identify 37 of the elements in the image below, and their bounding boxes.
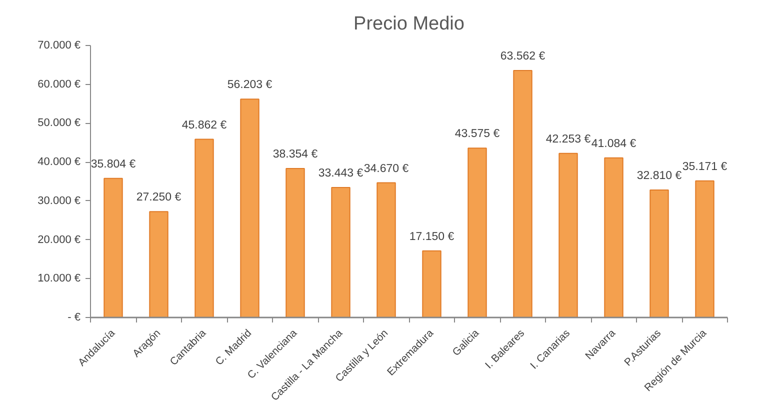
bar	[558, 152, 578, 318]
data-label: 27.250 €	[136, 192, 182, 204]
y-tick-label: 30.000 €	[38, 194, 81, 207]
data-label: 38.354 €	[272, 148, 318, 160]
data-label: 17.150 €	[409, 230, 455, 243]
y-tick-label: 20.000 €	[38, 234, 81, 246]
data-label: 43.575 €	[454, 128, 500, 140]
y-tick-label: 70.000 €	[38, 40, 81, 52]
data-label: 34.670 €	[364, 162, 410, 175]
bar	[149, 211, 168, 318]
bar	[695, 180, 714, 318]
bar	[240, 98, 260, 318]
y-tick-label: - €	[68, 312, 81, 324]
y-tick-label: 50.000 €	[38, 117, 81, 130]
bar	[513, 70, 532, 318]
data-label: 35.171 €	[682, 160, 728, 173]
bar	[422, 250, 442, 318]
data-label: 32.810 €	[636, 170, 682, 182]
bar	[376, 182, 396, 318]
data-label: 63.562 €	[500, 50, 546, 63]
data-label: 33.443 €	[318, 168, 364, 180]
bar	[286, 168, 305, 318]
data-label: 45.862 €	[182, 119, 228, 132]
y-tick-label: 10.000 €	[38, 272, 81, 285]
bar	[104, 178, 123, 318]
chart-title: Precio Medio	[354, 14, 464, 34]
y-tick-label: 60.000 €	[38, 78, 81, 90]
data-label: 41.084 €	[591, 138, 637, 150]
bar	[650, 190, 669, 318]
data-label: 35.804 €	[90, 158, 136, 170]
bar	[194, 138, 214, 318]
bar	[468, 148, 487, 318]
bar	[604, 157, 624, 318]
y-tick-label: 40.000 €	[38, 156, 81, 168]
bar	[331, 187, 350, 318]
data-label: 42.253 €	[546, 133, 592, 146]
data-label: 56.203 €	[227, 79, 273, 92]
